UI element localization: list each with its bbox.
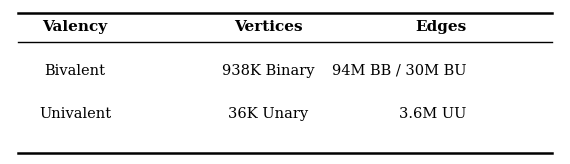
Text: Vertices: Vertices	[234, 20, 302, 34]
Text: 94M BB / 30M BU: 94M BB / 30M BU	[332, 64, 466, 78]
Text: 36K Unary: 36K Unary	[228, 107, 308, 121]
Text: Bivalent: Bivalent	[44, 64, 105, 78]
Text: Edges: Edges	[416, 20, 466, 34]
Text: 938K Binary: 938K Binary	[222, 64, 314, 78]
Text: Valency: Valency	[43, 20, 108, 34]
Text: Univalent: Univalent	[39, 107, 111, 121]
Text: 3.6M UU: 3.6M UU	[399, 107, 466, 121]
